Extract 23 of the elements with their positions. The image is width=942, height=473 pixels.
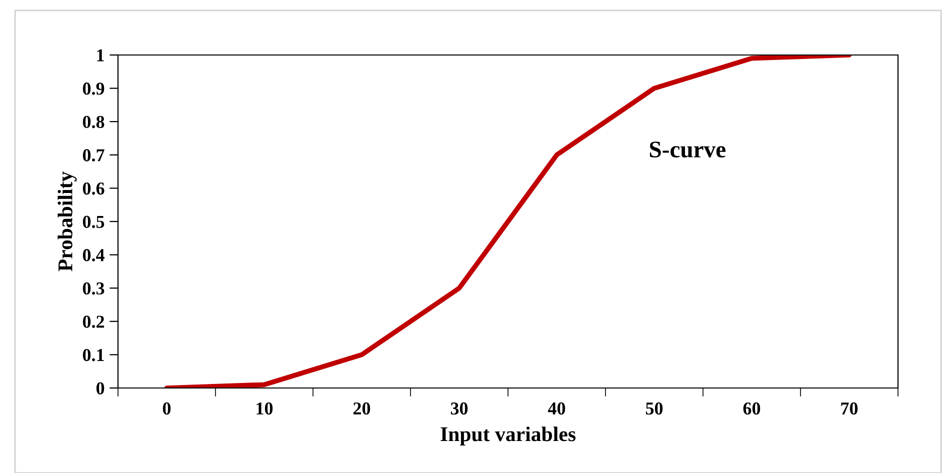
y-tick-label: 0.4 <box>82 249 104 262</box>
annotation: S-curve <box>650 142 726 158</box>
x-tick-label: 10 <box>256 402 273 415</box>
x-axis-title: Input variables <box>440 426 576 446</box>
y-axis-title: Probability <box>58 172 77 272</box>
y-tick-label: 1 <box>97 49 104 62</box>
x-tick-label: 0 <box>162 402 171 415</box>
x-tick-label: 40 <box>548 402 566 415</box>
x-tick-label: 60 <box>743 402 760 415</box>
y-tick-label: 0.7 <box>82 149 104 162</box>
y-tick-label: 0.6 <box>82 182 104 195</box>
y-tick-label: 0.8 <box>82 116 104 128</box>
y-tick-label: 0.1 <box>82 348 104 362</box>
y-tick-label: 0.3 <box>82 282 104 295</box>
x-tick-label: 30 <box>450 402 468 415</box>
x-tick-label: 20 <box>353 402 370 415</box>
line-series <box>164 55 852 388</box>
x-tick-label: 50 <box>646 402 663 415</box>
x-tick-label: 70 <box>841 402 858 415</box>
y-tick-label: 0.9 <box>82 82 104 95</box>
y-tick-label: 0.5 <box>82 216 104 228</box>
y-tick-label: 0 <box>96 382 104 394</box>
y-tick-label: 0.2 <box>82 316 104 328</box>
